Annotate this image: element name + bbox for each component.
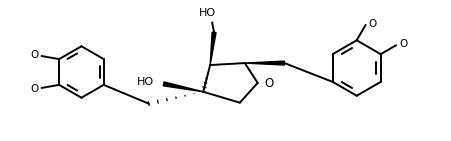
Text: O: O — [30, 84, 39, 94]
Polygon shape — [210, 32, 216, 65]
Text: HO: HO — [198, 7, 216, 17]
Polygon shape — [245, 61, 285, 65]
Text: O: O — [30, 50, 39, 60]
Text: HO: HO — [137, 77, 154, 87]
Text: O: O — [265, 77, 274, 90]
Text: O: O — [368, 19, 377, 29]
Text: O: O — [399, 39, 407, 49]
Polygon shape — [163, 82, 203, 92]
